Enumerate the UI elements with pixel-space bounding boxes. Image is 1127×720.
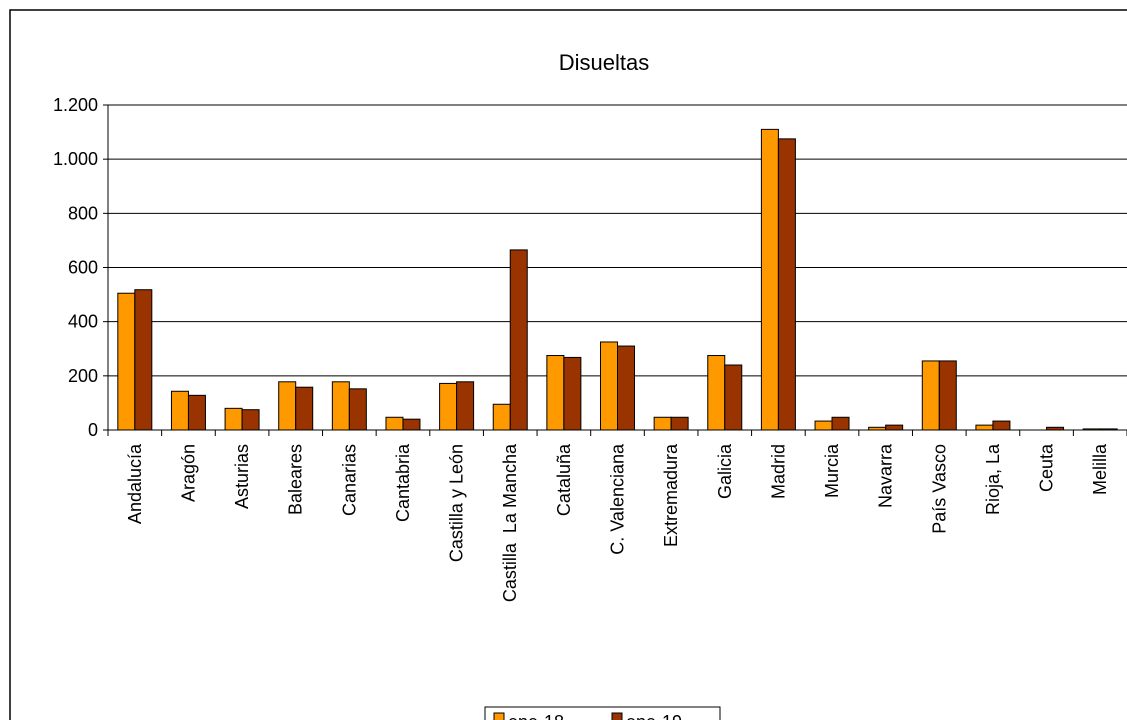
bar bbox=[938, 360, 957, 431]
x-tick-label: Rioja, La bbox=[983, 443, 1003, 515]
x-tick-label: Murcia bbox=[822, 443, 842, 498]
x-tick-label: Castilla La Mancha bbox=[500, 443, 520, 602]
x-tick-label: Castilla y León bbox=[447, 444, 467, 562]
bar bbox=[509, 249, 528, 431]
bar bbox=[814, 420, 833, 431]
y-tick-label: 400 bbox=[68, 312, 98, 332]
legend-swatch bbox=[493, 712, 505, 720]
bar bbox=[187, 394, 206, 431]
bar bbox=[385, 416, 404, 431]
x-tick-label: Andalucía bbox=[125, 443, 145, 524]
y-tick-label: 600 bbox=[68, 258, 98, 278]
bar bbox=[777, 138, 796, 431]
bar bbox=[975, 424, 994, 431]
x-tick-label: Aragón bbox=[178, 444, 198, 502]
y-tick-label: 200 bbox=[68, 366, 98, 386]
bar bbox=[992, 420, 1011, 431]
bar bbox=[760, 128, 779, 431]
bar bbox=[402, 418, 421, 431]
x-tick-label: Extremadura bbox=[661, 443, 681, 547]
bar bbox=[831, 416, 850, 431]
x-tick-label: Melilla bbox=[1090, 443, 1110, 495]
legend-swatch bbox=[611, 712, 623, 720]
bar bbox=[653, 416, 672, 431]
bar bbox=[885, 424, 904, 431]
bar bbox=[600, 341, 618, 431]
x-tick-label: País Vasco bbox=[929, 444, 949, 534]
legend-box bbox=[484, 706, 721, 720]
bar bbox=[456, 381, 475, 431]
y-tick-label: 1.000 bbox=[53, 149, 98, 169]
legend-label: ene-19 bbox=[626, 712, 682, 720]
x-tick-label: Canarias bbox=[339, 444, 359, 516]
x-tick-label: Madrid bbox=[768, 444, 788, 499]
bar bbox=[278, 381, 297, 431]
bar bbox=[921, 360, 940, 431]
bar bbox=[617, 345, 635, 431]
chart-title: Disueltas bbox=[559, 50, 649, 75]
legend-label: ene-18 bbox=[508, 712, 564, 720]
bar bbox=[295, 386, 314, 431]
y-tick-label: 800 bbox=[68, 203, 98, 223]
bar bbox=[724, 364, 743, 431]
x-tick-label: Cantabria bbox=[393, 443, 413, 522]
x-tick-label: Baleares bbox=[286, 444, 306, 515]
bar bbox=[348, 388, 367, 431]
bar bbox=[546, 355, 565, 431]
x-tick-label: Asturias bbox=[232, 444, 252, 509]
bar bbox=[563, 356, 582, 431]
bar bbox=[117, 292, 136, 431]
bar bbox=[134, 289, 153, 431]
y-tick-label: 1.200 bbox=[53, 95, 98, 115]
bar bbox=[492, 403, 511, 431]
bar bbox=[170, 390, 189, 431]
bar bbox=[241, 409, 260, 431]
y-tick-label: 0 bbox=[88, 420, 98, 440]
bar bbox=[224, 407, 243, 431]
x-tick-label: Cataluña bbox=[554, 443, 574, 516]
x-tick-label: Ceuta bbox=[1037, 443, 1057, 492]
bar bbox=[331, 381, 350, 431]
bar bbox=[707, 355, 726, 431]
x-tick-label: Galicia bbox=[715, 443, 735, 499]
x-tick-label: C. Valenciana bbox=[608, 443, 628, 555]
bar bbox=[670, 416, 689, 431]
bar bbox=[439, 382, 458, 431]
x-tick-label: Navarra bbox=[876, 443, 896, 508]
